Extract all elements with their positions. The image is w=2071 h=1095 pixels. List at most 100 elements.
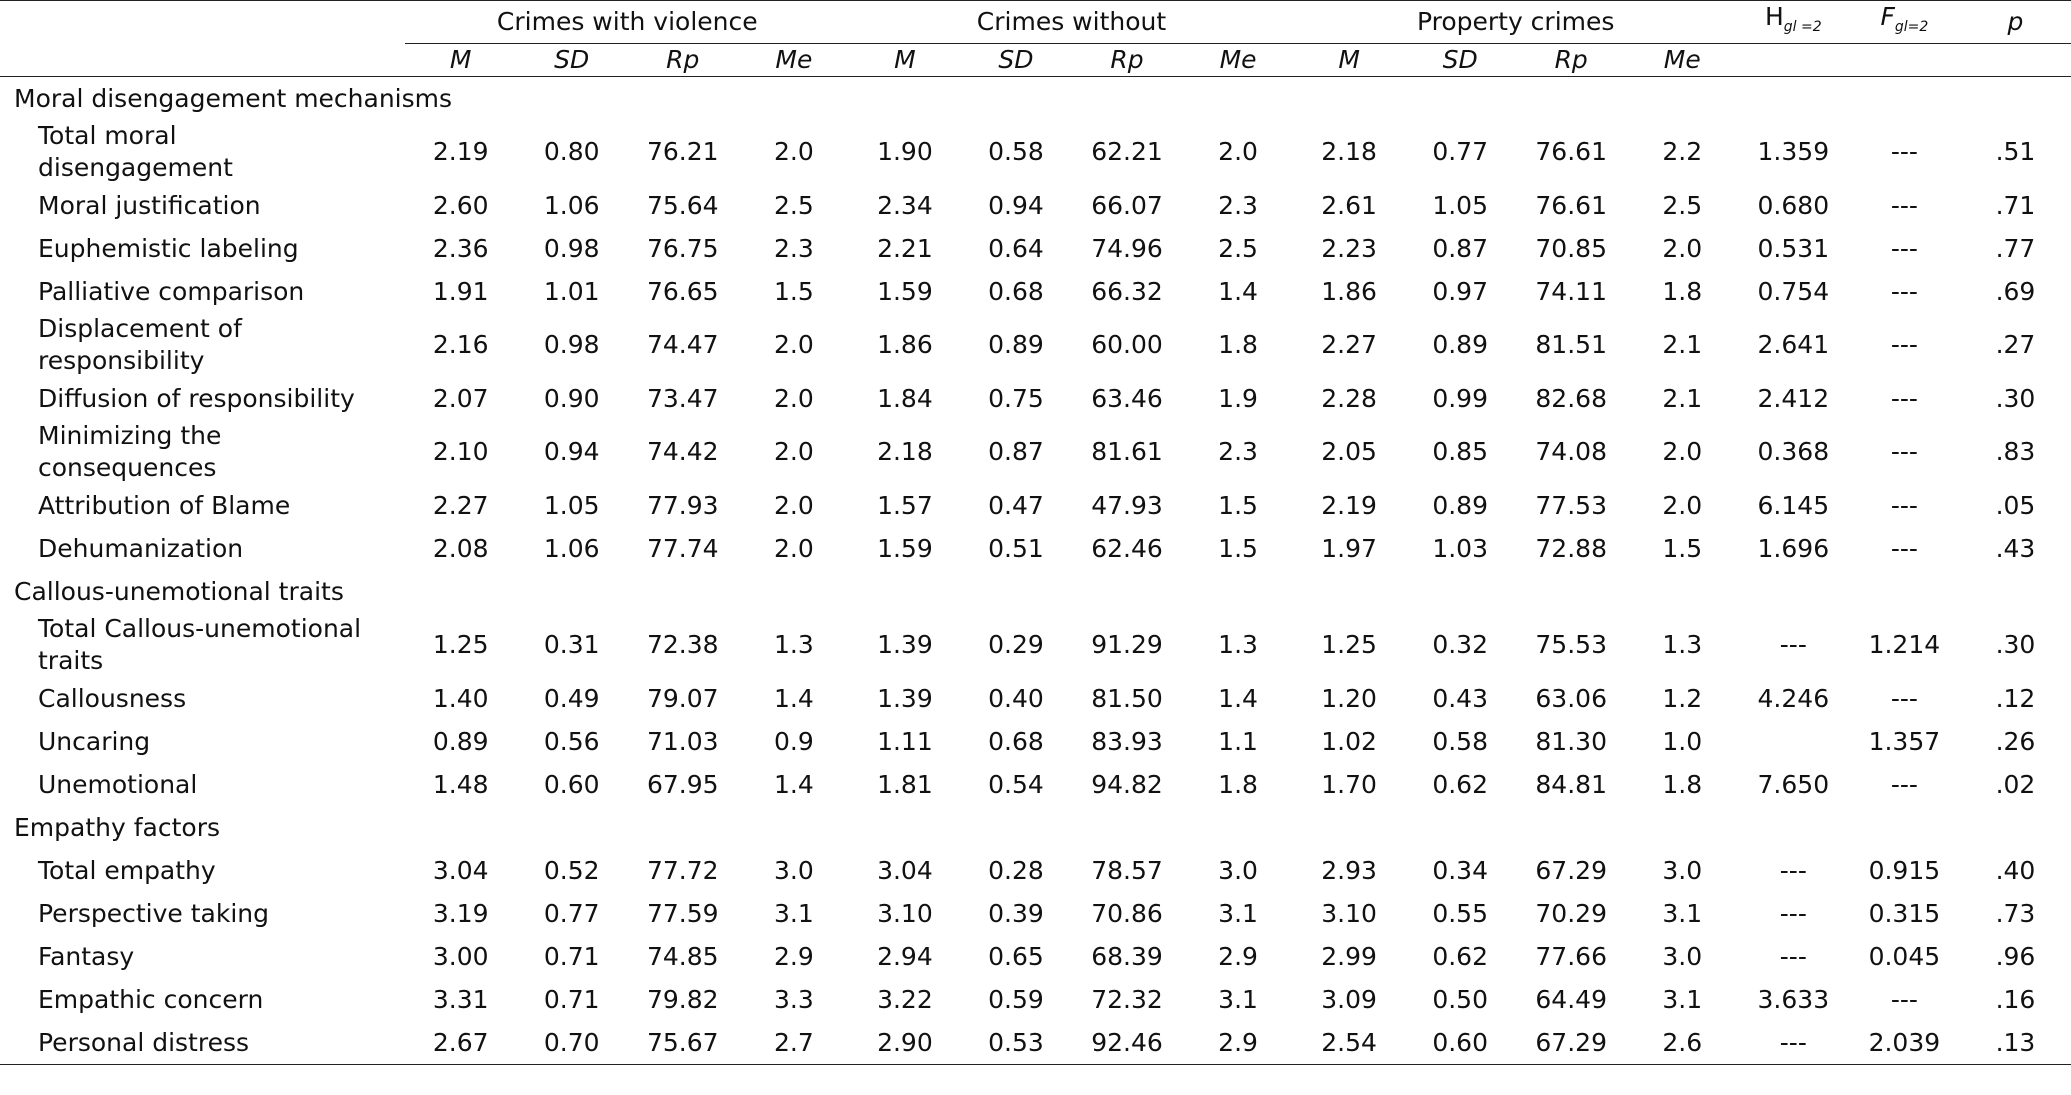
empty-cell [1737,43,1849,77]
row-label-text: Diffusion of responsibility [38,383,355,413]
value-cell: 0.55 [1432,898,1488,928]
data-row: Total empathy 3.04 0.52 77.72 3.0 3.04 0.28 78.… [0,849,2071,892]
value-cell: 2.0 [773,490,814,520]
value-cell: 2.3 [1218,437,1258,466]
value-cell: 1.39 [877,630,933,659]
data-row: Palliative comparison 1.91 1.01 76.65 1.5 1.5… [0,270,2071,313]
value-cell: --- [1890,190,1918,220]
data-row: Attribution of Blame 2.27 1.05 77.93 2.0 1.57… [0,484,2071,527]
value-cell: 1.39 [877,683,933,713]
value-cell: 0.87 [1432,233,1488,263]
row-label: Fantasy [0,935,405,978]
value-cell: 2.67 [405,1021,517,1065]
value-cell: 2.18 [1321,137,1377,166]
value-cell: 2.9 [1218,941,1258,971]
value-cell: 72.88 [1535,533,1607,563]
data-row: Unemotional 1.48 0.60 67.95 1.4 1.81 0.54 94.82… [0,763,2071,806]
value-cell: 1.8 [1218,330,1258,359]
row-label-text: Total moral disengagement [38,121,233,182]
stat-symbol: H [1764,2,1784,31]
value-cell: .30 [1995,383,2036,413]
subheader: Rp [1071,43,1183,77]
stat-symbol: p [2007,7,2024,36]
value-cell: 1.59 [877,533,933,563]
row-label: Minimizing the consequences [0,420,405,484]
row-label-text: Attribution of Blame [38,490,291,520]
value-cell: .96 [1995,941,2036,971]
value-cell: --- [1779,630,1807,659]
value-cell: 82.68 [1535,383,1607,413]
row-label-text: Empathic concern [38,984,264,1014]
value-cell: .73 [1995,898,2036,928]
value-cell: 66.07 [1091,190,1163,220]
section-row: Moral disengagement mechanisms [0,77,2071,121]
value-cell: 1.91 [432,276,489,306]
subheader: Me [1626,43,1738,77]
value-cell: 0.56 [543,726,600,756]
value-cell: 2.93 [1321,855,1377,885]
row-label: Total empathy [0,849,405,892]
value-cell: 76.75 [647,233,719,263]
value-cell: .51 [1995,137,2036,166]
row-label: Displacement of responsibility [0,313,405,377]
value-cell: 2.28 [1321,383,1377,413]
value-cell: 2.3 [773,233,814,263]
value-cell: 0.60 [1404,1021,1516,1065]
value-cell: 3.04 [432,855,489,885]
value-cell: --- [1890,683,1918,713]
value-cell: 77.53 [1535,490,1607,520]
value-cell: 1.40 [432,683,489,713]
value-cell: 2.0 [1662,233,1703,263]
row-label-text: Palliative comparison [38,276,305,306]
value-cell: 0.90 [543,383,600,413]
empty-cell [1738,720,1849,763]
value-cell: 1.81 [877,769,933,799]
value-cell: .30 [1995,630,2036,659]
value-cell: 1.01 [543,276,600,306]
value-cell: 78.57 [1091,855,1163,885]
row-label-text: Fantasy [38,941,135,971]
value-cell: 2.23 [1321,233,1377,263]
value-cell: 1.03 [1432,533,1488,563]
section-row: Callous-unemotional traits [0,570,2071,613]
value-cell: 0.34 [1432,855,1488,885]
value-cell: 1.3 [1662,630,1703,659]
value-cell: 0.62 [1432,941,1488,971]
value-cell: 75.67 [627,1021,739,1065]
row-label-text: Callousness [38,683,187,713]
value-cell: 1.1 [1218,726,1258,756]
value-cell: 73.47 [647,383,719,413]
value-cell: 0.531 [1757,233,1830,263]
row-label: Empathic concern [0,978,405,1021]
value-cell: 3.0 [1218,855,1258,885]
value-cell: 1.90 [877,137,933,166]
value-cell: 1.25 [432,630,489,659]
value-cell: 0.53 [960,1021,1072,1065]
value-cell: 2.0 [1662,490,1703,520]
value-cell: 2.6 [1626,1021,1738,1065]
subheader: SD [516,43,628,77]
data-row: Diffusion of responsibility 2.07 0.90 73.47… [0,377,2071,420]
value-cell: 2.10 [432,437,489,466]
value-cell: --- [1779,898,1807,928]
row-label-text: Unemotional [38,769,198,799]
value-cell: .16 [1995,984,2036,1014]
data-row: Minimizing the consequences 2.10 0.94 74.42… [0,420,2071,484]
value-cell: 77.59 [647,898,719,928]
value-cell: 3.10 [877,898,933,928]
value-cell: --- [1890,276,1918,306]
group-header: Crimes without [849,0,1294,44]
value-cell: 1.57 [877,490,933,520]
value-cell: 74.08 [1535,437,1607,466]
value-cell: 3.1 [1218,898,1258,928]
value-cell: 3.0 [773,855,814,885]
value-cell: 2.21 [877,233,933,263]
value-cell: 0.50 [1432,984,1488,1014]
value-cell: 2.641 [1757,330,1830,359]
value-cell: 3.1 [1662,898,1703,928]
value-cell: 3.09 [1321,984,1377,1014]
value-cell: 3.1 [773,898,814,928]
section-title: Callous-unemotional traits [14,576,344,606]
header-row: Crimes with violence Crimes without Proper… [0,0,2071,44]
row-label: Diffusion of responsibility [0,377,405,420]
